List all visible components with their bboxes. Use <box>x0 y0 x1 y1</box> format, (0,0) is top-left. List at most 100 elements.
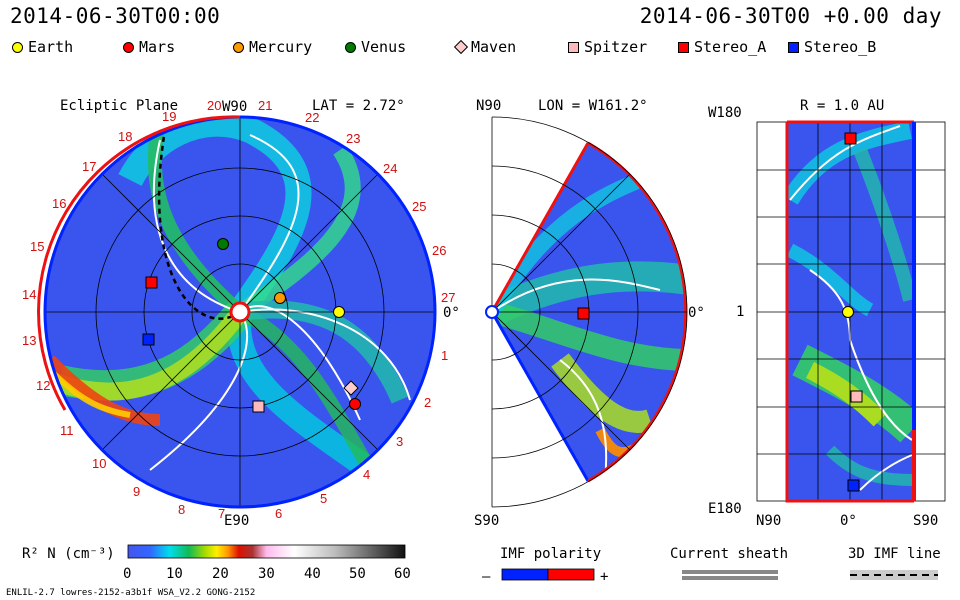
stereo-b-marker <box>142 333 155 346</box>
imf-line-legend: 3D IMF line <box>848 546 941 580</box>
carrington-label: 27 <box>441 290 455 305</box>
imf-minus-label: – <box>482 569 491 585</box>
colorbar-label: R² N (cm⁻³) <box>22 546 115 562</box>
carrington-label: 23 <box>346 131 360 146</box>
radial-earth-marker <box>842 306 854 318</box>
radial-w180-label: W180 <box>708 105 742 121</box>
colorbar-tick: 40 <box>304 566 321 582</box>
legend-label: Stereo_A <box>694 38 767 56</box>
mars-marker <box>349 398 361 410</box>
ecliptic-lat: LAT = 2.72° <box>312 98 405 114</box>
ecliptic-plane-plot: Ecliptic Plane LAT = 2.72° <box>22 98 460 529</box>
legend-label: Maven <box>471 38 517 56</box>
model-info: ENLIL-2.7 lowres-2152-a3b1f WSA_V2.2 GON… <box>6 588 256 598</box>
meridional-n90-label: N90 <box>476 98 501 114</box>
current-sheath-legend: Current sheath <box>670 546 788 580</box>
ecliptic-w90-label: W90 <box>222 99 247 115</box>
legend-label: Spitzer <box>584 38 648 56</box>
radial-zero-label: 0° <box>840 513 857 529</box>
sun-marker <box>229 301 251 323</box>
spitzer-marker <box>252 400 265 413</box>
carrington-label: 24 <box>383 161 397 176</box>
mercury-marker-icon <box>233 41 244 53</box>
radial-plot: R = 1.0 AU W180 1 E180 N90 0° S90 <box>708 98 946 529</box>
imf-polarity-label: IMF polarity <box>500 546 601 562</box>
maven-marker <box>343 380 359 396</box>
legend-spitzer: Spitzer <box>568 38 647 56</box>
legend-mercury: Mercury <box>233 38 312 56</box>
timestamp-left: 2014-06-30T00:00 <box>10 4 221 28</box>
spitzer-marker-icon <box>568 41 579 53</box>
venus-marker <box>217 238 229 250</box>
legend-label: Earth <box>28 38 74 56</box>
radial-e180-label: E180 <box>708 501 742 517</box>
carrington-label: 6 <box>275 506 282 521</box>
radial-spitzer-marker <box>850 390 863 403</box>
radial-stereo-b-marker <box>847 479 860 492</box>
carrington-label: 26 <box>432 243 446 258</box>
ecliptic-e90-label: E90 <box>224 513 249 529</box>
legend-mars: Mars <box>123 38 175 56</box>
carrington-label: 20 <box>207 98 221 113</box>
colorbar-tick: 0 <box>123 566 131 582</box>
carrington-labels: 1 2 3 4 5 6 7 8 9 10 11 12 13 14 15 16 1… <box>22 98 455 521</box>
ecliptic-zero-label: 0° <box>443 305 460 321</box>
object-legend: Earth Mars Mercury Venus Maven Spitzer S… <box>10 38 950 60</box>
carrington-label: 13 <box>22 333 36 348</box>
legend-label: Venus <box>361 38 407 56</box>
carrington-label: 10 <box>92 456 106 471</box>
current-sheath-label: Current sheath <box>670 546 788 562</box>
carrington-label: 17 <box>82 159 96 174</box>
legend-stereo-a: Stereo_A <box>678 38 766 56</box>
carrington-label: 4 <box>363 467 370 482</box>
legend-stereo-b: Stereo_B <box>788 38 876 56</box>
meridional-zero-label: 0° <box>688 305 705 321</box>
legend-maven: Maven <box>453 38 517 56</box>
timestamp-right: 2014-06-30T00 +0.00 day <box>639 4 942 28</box>
stereo-a-marker-icon <box>678 41 689 53</box>
colorbar-tick: 10 <box>166 566 183 582</box>
carrington-label: 3 <box>396 434 403 449</box>
colorbar-tick: 20 <box>212 566 229 582</box>
colorbar-tick: 60 <box>394 566 411 582</box>
radial-stereo-a-marker <box>844 132 857 145</box>
carrington-label: 22 <box>305 110 319 125</box>
mars-marker-icon <box>123 41 134 53</box>
carrington-label: 18 <box>118 129 132 144</box>
radial-title: R = 1.0 AU <box>800 98 884 114</box>
radial-mid-label: 1 <box>736 304 744 320</box>
earth-marker <box>333 306 345 318</box>
carrington-label: 11 <box>60 423 74 438</box>
carrington-label: 9 <box>133 484 140 499</box>
legend-earth: Earth <box>12 38 73 56</box>
carrington-label: 1 <box>441 348 448 363</box>
legend-label: Mercury <box>249 38 313 56</box>
imf-line-label: 3D IMF line <box>848 546 941 562</box>
mercury-marker <box>274 292 286 304</box>
carrington-label: 2 <box>424 395 431 410</box>
stereo-b-marker-icon <box>788 41 799 53</box>
carrington-label: 19 <box>162 109 176 124</box>
carrington-label: 15 <box>30 239 44 254</box>
imf-plus-label: + <box>600 569 608 585</box>
legend-label: Stereo_B <box>804 38 877 56</box>
carrington-label: 8 <box>178 502 185 517</box>
venus-marker-icon <box>345 41 356 53</box>
radial-s90-label: S90 <box>913 513 938 529</box>
meridional-s90-label: S90 <box>474 513 499 529</box>
colorbar-tick: 30 <box>258 566 275 582</box>
carrington-label: 25 <box>412 199 426 214</box>
earth-marker-icon <box>12 41 23 53</box>
density-colorbar: R² N (cm⁻³) 0 10 20 30 40 50 60 <box>22 544 411 582</box>
carrington-label: 21 <box>258 98 272 113</box>
carrington-label: 5 <box>320 491 327 506</box>
carrington-label: 12 <box>36 378 50 393</box>
carrington-label: 16 <box>52 196 66 211</box>
stereo-a-marker <box>145 276 158 289</box>
radial-n90-label: N90 <box>756 513 781 529</box>
meridional-sun-marker <box>485 305 499 319</box>
meridional-stereo-a-marker <box>577 307 590 320</box>
meridional-plane-plot: N90 LON = W161.2° S90 0° <box>474 98 705 529</box>
legend-venus: Venus <box>345 38 406 56</box>
